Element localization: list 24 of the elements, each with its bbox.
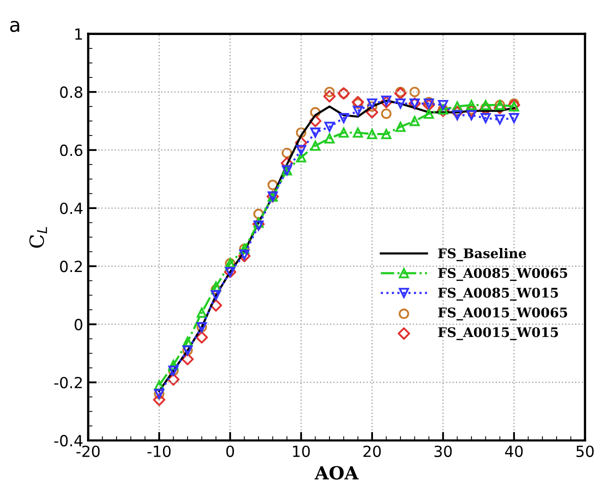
y-tick-label: -0.4 [54, 434, 82, 446]
y-tick-label: 0 [74, 318, 82, 330]
legend-label: FS_A0015_W0065 [438, 307, 568, 320]
y-tick-label: -0.2 [54, 376, 82, 388]
x-tick-label: 40 [505, 446, 523, 458]
y-tick-label: 0.6 [60, 144, 82, 156]
legend-label: FS_A0015_W015 [438, 327, 558, 340]
y-tick-label: 1 [75, 28, 82, 40]
legend-label: FS_A0085_W0065 [438, 268, 568, 281]
x-tick-label: 30 [434, 446, 452, 458]
text: a [10, 20, 20, 32]
legend-label: FS_A0085_W015 [438, 288, 558, 301]
x-tick-label: 20 [363, 446, 381, 458]
y-axis-title: C$_{L}$ [29, 227, 47, 248]
y-tick-label: 0.8 [60, 86, 82, 98]
x-axis-title: AOA [314, 466, 359, 480]
x-tick-label: 10 [293, 446, 310, 458]
x-tick-label: -20 [76, 446, 100, 458]
x-tick-label: 0 [226, 446, 234, 458]
legend-label: FS_Baseline [438, 248, 526, 262]
y-tick-label: 0.4 [60, 202, 82, 214]
y-tick-label: 0.2 [60, 260, 82, 272]
x-tick-label: 50 [576, 446, 594, 458]
x-tick-label: -10 [147, 446, 171, 458]
